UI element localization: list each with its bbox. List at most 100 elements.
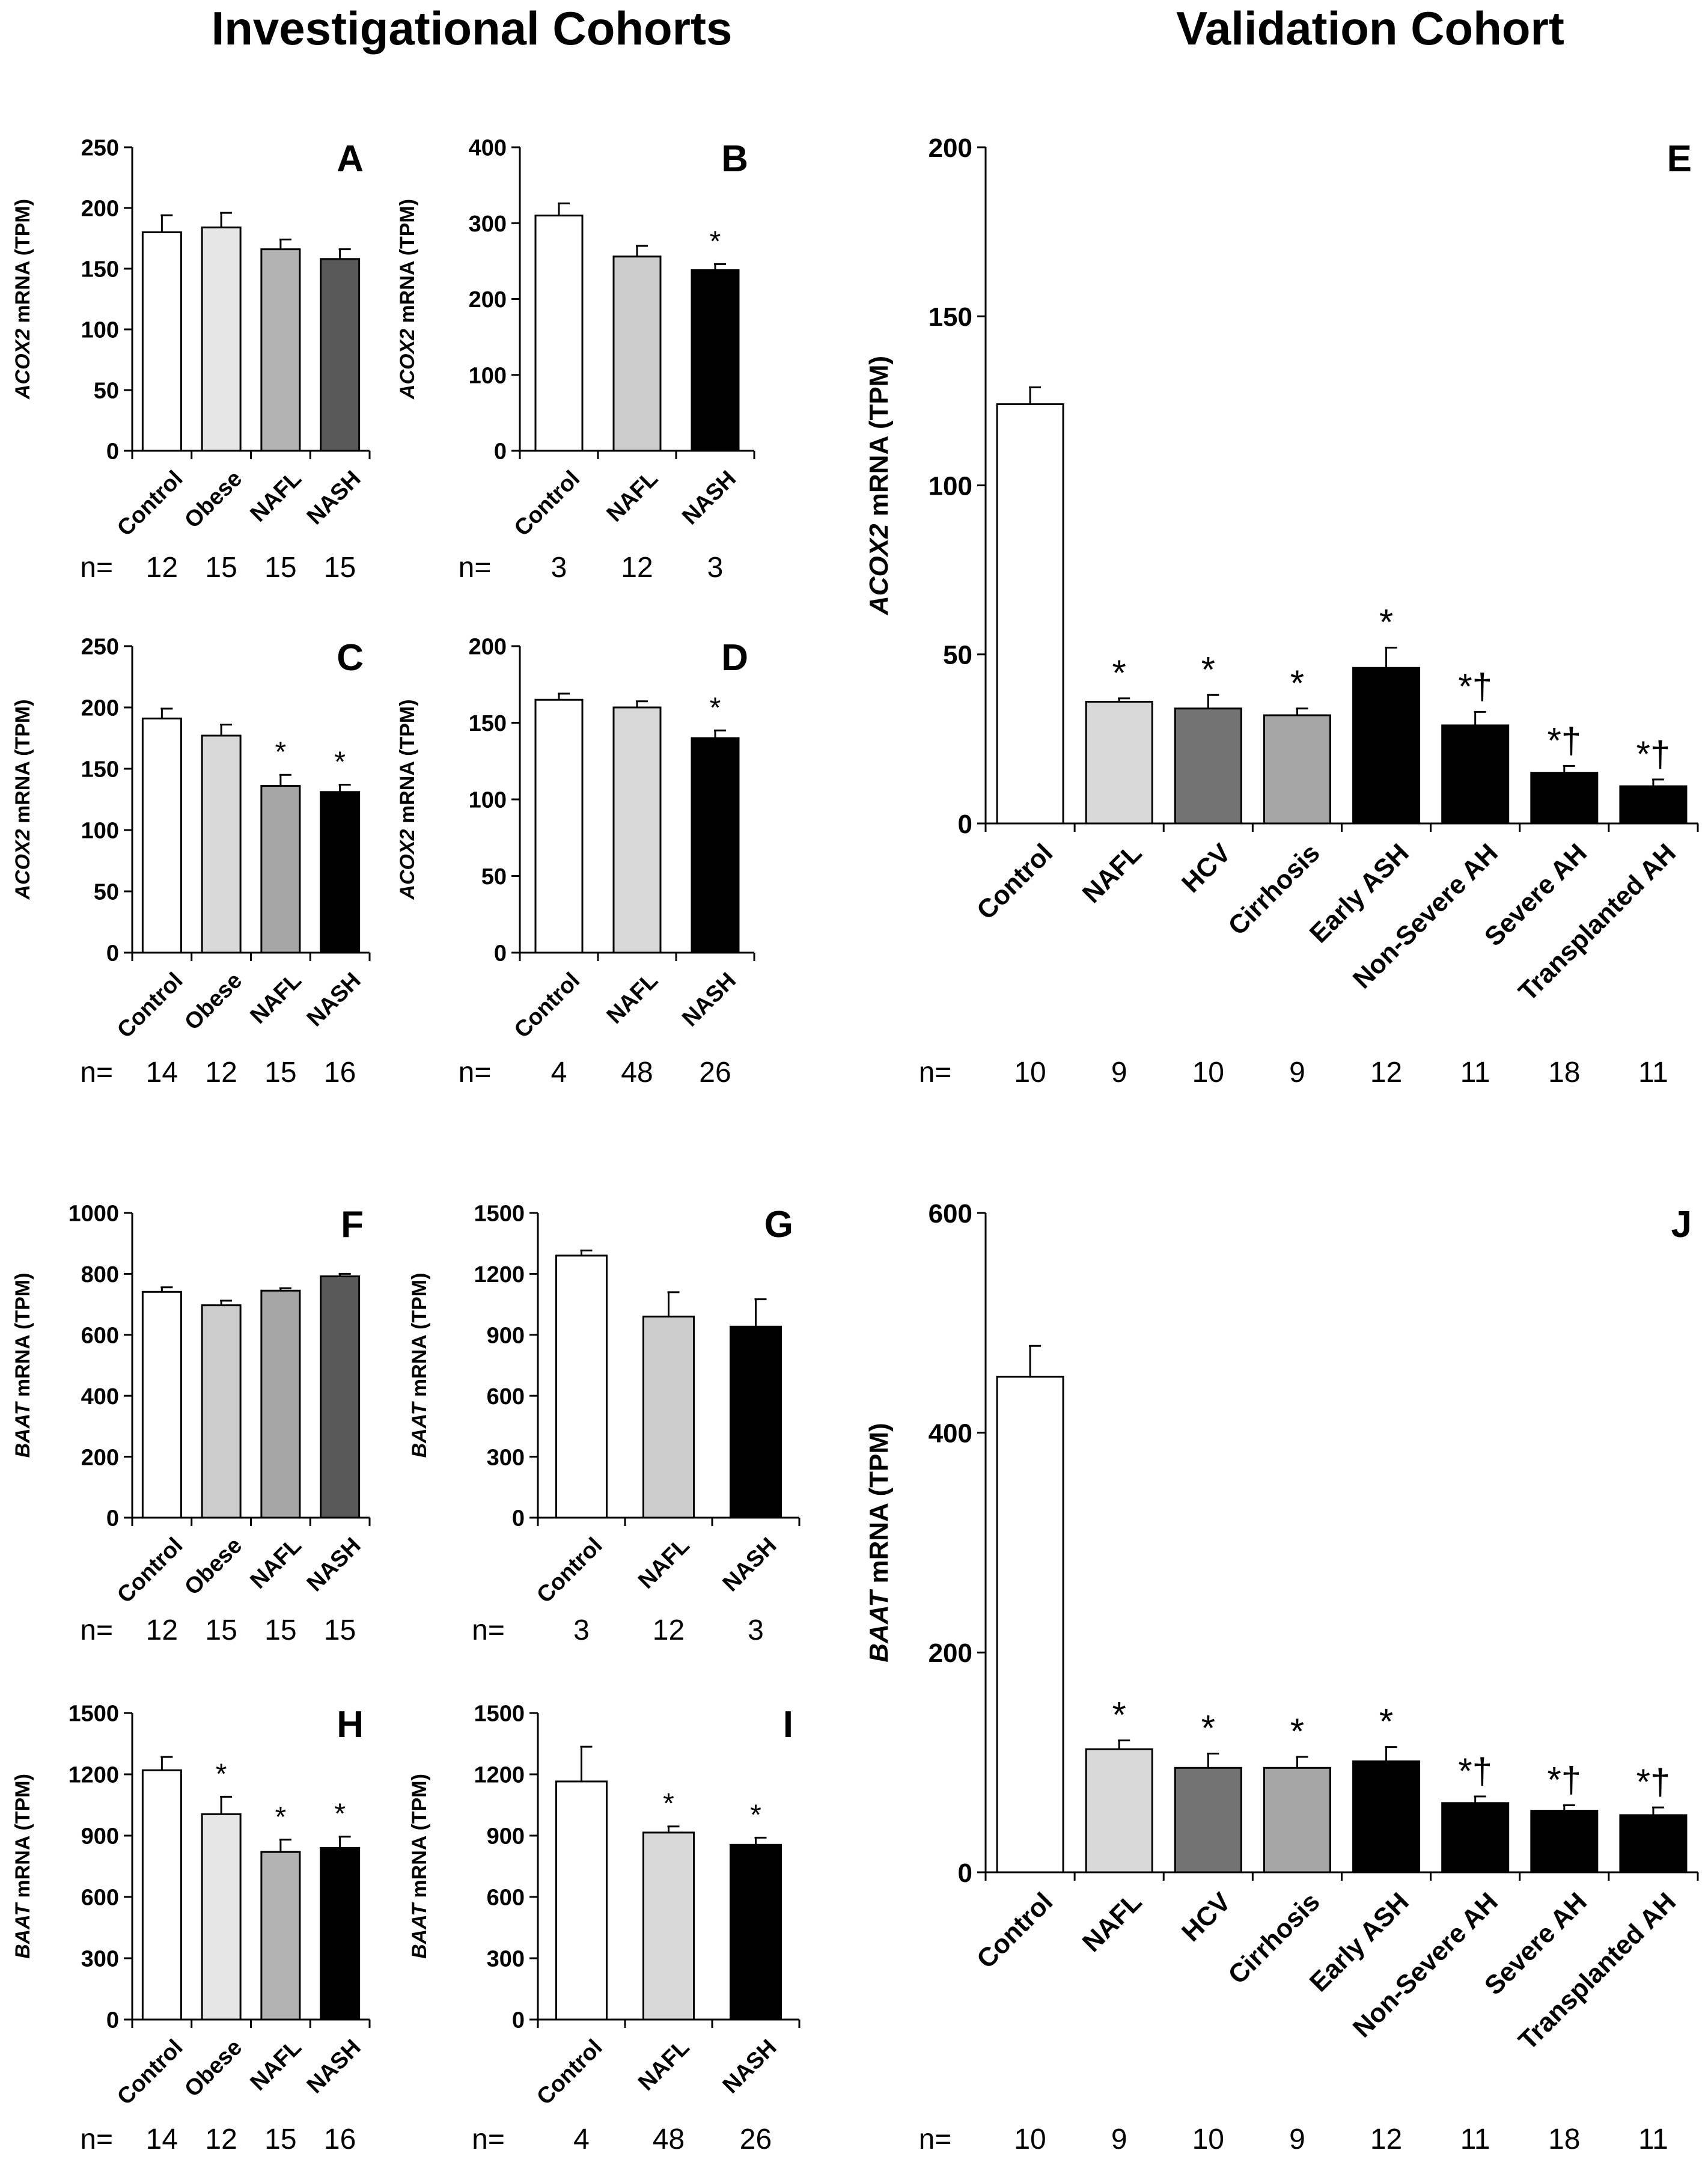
chart-j-bar <box>1441 1802 1510 1873</box>
chart-h-y-axis-label: BAAT mRNA (TPM) <box>11 1774 34 1959</box>
chart-h-y-axis-unit: mRNA (TPM) <box>11 1774 34 1904</box>
chart-i-y-tick-label: 1500 <box>474 1702 525 1727</box>
chart-c-y-tick-label: 50 <box>94 880 119 905</box>
chart-d-n-value: 48 <box>621 1057 653 1089</box>
chart-e-category-label: HCV <box>1176 838 1237 899</box>
chart-i-bar <box>555 1780 608 2021</box>
chart-c-category-label: Obese <box>180 968 247 1035</box>
chart-i-y-axis-gene: BAAT <box>408 1902 431 1959</box>
chart-a-n-value: 15 <box>264 552 296 584</box>
chart-i-category-label: NAFL <box>633 2035 694 2095</box>
chart-j-panel-letter: J <box>1671 1204 1692 1245</box>
chart-f-bar <box>141 1290 182 1519</box>
chart-d-y-tick-label: 50 <box>481 864 507 890</box>
chart-b-y-tick-label: 200 <box>469 287 507 313</box>
chart-f-y-axis-gene: BAAT <box>11 1400 34 1458</box>
chart-b-category-label: NASH <box>677 466 741 530</box>
chart-d-panel-letter: D <box>721 637 748 679</box>
chart-b-bar <box>612 255 662 452</box>
chart-g-y-axis-label: BAAT mRNA (TPM) <box>408 1273 431 1458</box>
chart-e-bar <box>1085 701 1153 825</box>
chart-i-y-tick-label: 900 <box>487 1824 525 1849</box>
chart-e-bar <box>1174 707 1242 825</box>
chart-j-significance-marker: * <box>1201 1708 1215 1748</box>
chart-e-panel-letter: E <box>1667 138 1692 180</box>
chart-e-y-axis-unit: mRNA (TPM) <box>864 356 894 524</box>
chart-f-category-label: Obese <box>180 1533 247 1600</box>
chart-i-category-label: Control <box>532 2035 607 2110</box>
chart-e-category-label: NAFL <box>1077 838 1148 909</box>
chart-i-panel-letter: I <box>783 1704 793 1745</box>
chart-d-n-value: 26 <box>699 1057 731 1089</box>
chart-c-n-value: 14 <box>146 1057 178 1089</box>
chart-g-y-tick-label: 300 <box>487 1445 525 1470</box>
chart-g-category-label: NASH <box>718 1533 782 1596</box>
chart-c-bar <box>141 717 182 954</box>
chart-c-y-tick-label: 0 <box>106 941 119 966</box>
chart-c-y-axis-unit: mRNA (TPM) <box>11 699 34 829</box>
chart-a-n-prefix: n= <box>80 552 113 584</box>
chart-f-category-label: Control <box>112 1533 188 1608</box>
chart-h-significance-marker: * <box>275 1801 287 1833</box>
chart-h-bar <box>320 1846 361 2021</box>
chart-j-y-tick-label: 400 <box>929 1419 972 1449</box>
chart-h-y-tick-label: 600 <box>81 1886 119 1911</box>
chart-h-bar <box>260 1851 301 2021</box>
chart-g-n-value: 3 <box>748 1614 764 1646</box>
chart-e-significance-marker: *† <box>1636 734 1671 774</box>
chart-c-category-label: NAFL <box>246 968 307 1028</box>
chart-f-n-value: 12 <box>146 1614 178 1646</box>
chart-i-n-prefix: n= <box>472 2124 505 2155</box>
chart-b-significance-marker: * <box>710 225 721 257</box>
chart-h-n-value: 12 <box>205 2124 237 2155</box>
chart-h-n-value: 15 <box>264 2124 296 2155</box>
chart-c-n-value: 16 <box>324 1057 356 1089</box>
chart-a-y-tick-label: 0 <box>106 439 119 465</box>
chart-d-n-prefix: n= <box>459 1057 492 1089</box>
chart-f-y-tick-label: 800 <box>81 1262 119 1287</box>
chart-c-bar <box>201 734 242 954</box>
chart-c-y-tick-label: 150 <box>81 757 119 783</box>
chart-e-significance-marker: * <box>1112 653 1126 693</box>
chart-b-n-prefix: n= <box>459 552 492 584</box>
chart-a-y-axis-gene: ACOX2 <box>11 329 34 400</box>
chart-d-y-axis-gene: ACOX2 <box>396 829 419 900</box>
chart-e-category-label: Control <box>971 838 1058 925</box>
chart-j-n-value: 10 <box>1014 2124 1046 2155</box>
chart-d-category-label: NAFL <box>602 968 663 1028</box>
chart-b-y-axis-gene: ACOX2 <box>396 329 419 400</box>
chart-f-bar <box>320 1275 361 1519</box>
chart-j-category-label: NAFL <box>1077 1887 1148 1958</box>
chart-i-y-tick-label: 300 <box>487 1947 525 1972</box>
chart-a-panel-letter: A <box>337 138 364 180</box>
chart-b-y-tick-label: 300 <box>469 212 507 237</box>
chart-i-category-label: NASH <box>718 2035 782 2098</box>
chart-h-n-prefix: n= <box>80 2124 113 2155</box>
chart-f-bar <box>201 1304 242 1519</box>
chart-i-bar <box>642 1831 695 2021</box>
chart-c-y-tick-label: 250 <box>81 635 119 660</box>
chart-d-category-label: NASH <box>677 968 741 1031</box>
chart-g-y-tick-label: 900 <box>487 1323 525 1348</box>
chart-b-y-axis-label: ACOX2 mRNA (TPM) <box>396 199 419 400</box>
chart-b-category-label: Control <box>510 466 585 541</box>
chart-f-y-axis-unit: mRNA (TPM) <box>11 1273 34 1403</box>
chart-g-y-tick-label: 1500 <box>474 1202 525 1227</box>
chart-d-n-value: 4 <box>551 1057 567 1089</box>
chart-g-y-tick-label: 600 <box>487 1384 525 1409</box>
chart-e-n-value: 10 <box>1014 1057 1046 1089</box>
chart-c-significance-marker: * <box>275 736 287 768</box>
chart-a-y-tick-label: 50 <box>94 379 119 404</box>
chart-i-significance-marker: * <box>750 1799 761 1831</box>
chart-f-y-axis-label: BAAT mRNA (TPM) <box>11 1273 34 1458</box>
chart-f-n-value: 15 <box>205 1614 237 1646</box>
chart-j-significance-marker: *† <box>1547 1759 1581 1800</box>
chart-f-y-tick-label: 400 <box>81 1384 119 1409</box>
chart-j-significance-marker: * <box>1379 1702 1393 1742</box>
chart-j-n-value: 11 <box>1460 2124 1490 2155</box>
chart-f-n-prefix: n= <box>80 1614 113 1646</box>
chart-g-bar <box>730 1325 782 1519</box>
chart-b-n-value: 3 <box>707 552 724 584</box>
chart-j-bar <box>1530 1810 1599 1873</box>
heading-investigational: Investigational Cohorts <box>211 2 733 55</box>
